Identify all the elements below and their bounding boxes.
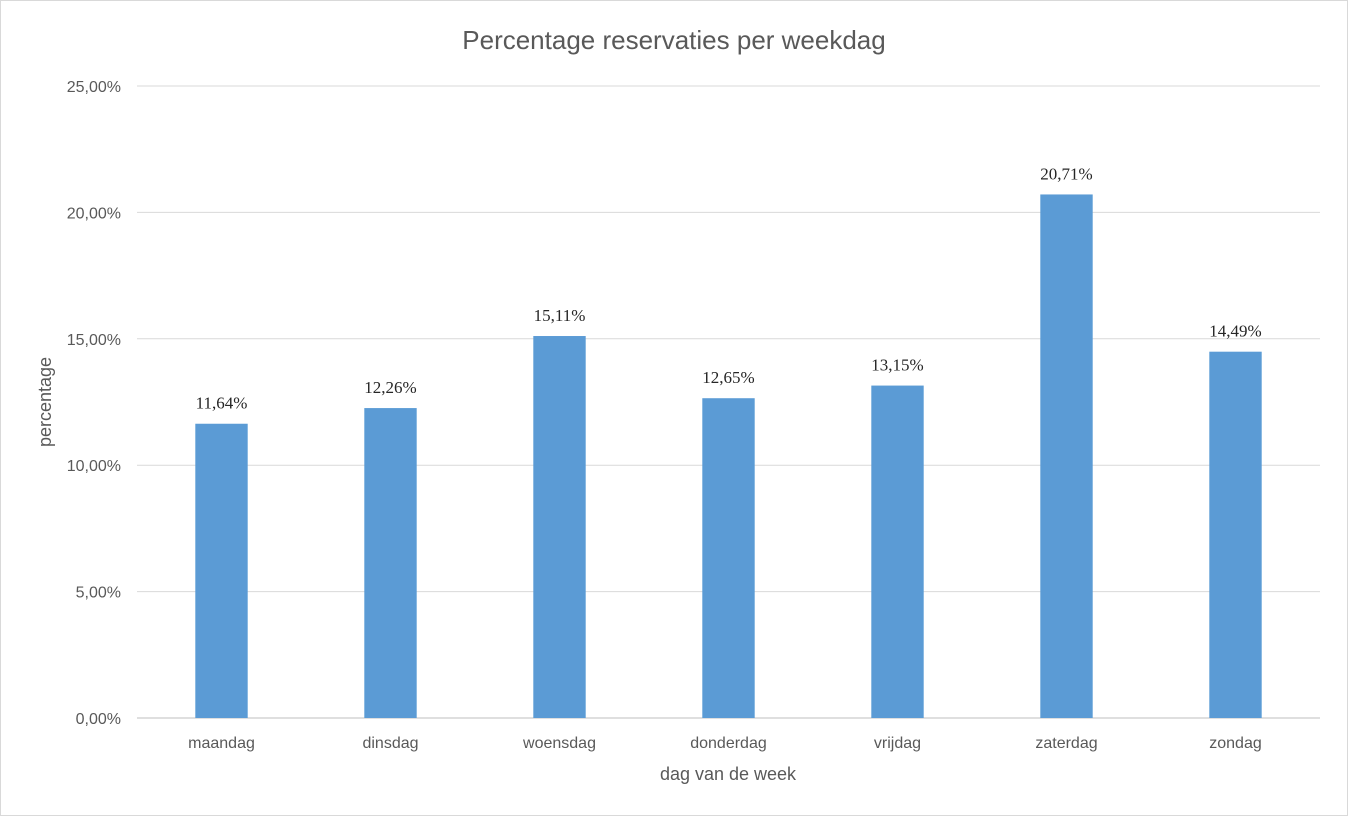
y-tick-label: 25,00% <box>67 79 121 96</box>
gridlines <box>137 85 1320 719</box>
x-tick-label: zaterdag <box>1035 735 1097 752</box>
data-label: 11,64% <box>196 394 248 413</box>
bars <box>195 194 1262 719</box>
x-tick-label: woensdag <box>522 735 596 752</box>
y-tick-label: 20,00% <box>67 205 121 222</box>
y-tick-label: 10,00% <box>67 458 121 475</box>
bar-vrijdag <box>871 385 924 718</box>
bar-maandag <box>195 423 248 718</box>
y-tick-label: 5,00% <box>76 585 121 602</box>
bar-zondag <box>1209 351 1262 718</box>
data-label: 15,11% <box>534 306 586 325</box>
x-tick-label: donderdag <box>690 735 767 752</box>
y-tick-label: 0,00% <box>76 711 121 728</box>
data-label: 13,15% <box>871 356 923 375</box>
x-axis-ticks: maandag dinsdag woensdag donderdag vrijdag za… <box>188 735 1262 752</box>
y-axis-ticks: 0,00% 5,00% 10,00% 15,00% 20,00% 25,00% <box>67 79 121 728</box>
bar-donderdag <box>702 398 755 718</box>
x-tick-label: maandag <box>188 735 255 752</box>
y-tick-label: 15,00% <box>67 332 121 349</box>
y-axis-title: percentage <box>35 357 55 447</box>
data-label: 12,26% <box>364 378 416 397</box>
data-labels: 11,64% 12,26% 15,11% 12,65% 13,15% 20,71% 14,4… <box>196 164 1262 412</box>
x-tick-label: dinsdag <box>362 735 418 752</box>
bar-woensdag <box>533 336 586 718</box>
bar-zaterdag <box>1040 194 1093 719</box>
data-label: 20,71% <box>1040 164 1092 183</box>
x-axis-title: dag van de week <box>660 764 797 784</box>
data-label: 12,65% <box>702 368 754 387</box>
chart-title: Percentage reservaties per weekdag <box>462 25 885 55</box>
x-tick-label: vrijdag <box>874 735 921 752</box>
x-tick-label: zondag <box>1209 735 1262 752</box>
bar-dinsdag <box>364 408 417 718</box>
data-label: 14,49% <box>1209 322 1261 341</box>
